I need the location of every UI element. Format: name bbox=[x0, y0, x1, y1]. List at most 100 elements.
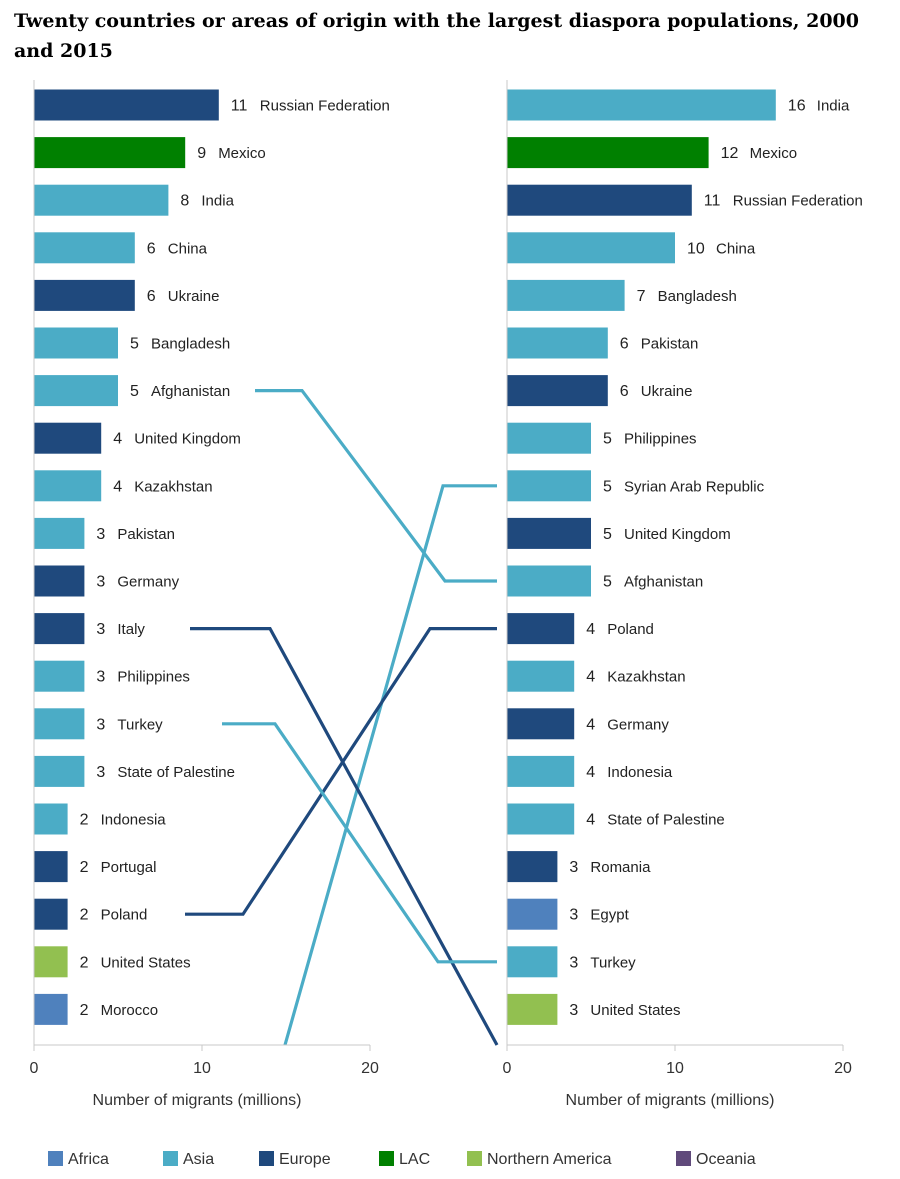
bar-2015-turkey bbox=[507, 946, 558, 978]
value-label-2000-china: 6 bbox=[147, 240, 156, 257]
bar-2015-united-states bbox=[507, 993, 558, 1025]
value-label-2015-india: 16 bbox=[788, 98, 806, 115]
bar-2015-russian-federation bbox=[507, 184, 692, 216]
value-label-2000-bangladesh: 5 bbox=[130, 336, 139, 353]
x-tick-label: 20 bbox=[361, 1060, 379, 1077]
country-label-2015-united-states: United States bbox=[590, 1002, 680, 1019]
value-label-2000-india: 8 bbox=[180, 193, 189, 210]
country-label-2015-poland: Poland bbox=[607, 621, 654, 638]
legend-label-lac: LAC bbox=[399, 1151, 430, 1168]
country-label-2015-turkey: Turkey bbox=[590, 954, 636, 971]
bar-2000-kazakhstan bbox=[34, 470, 102, 502]
value-label-2015-germany: 4 bbox=[586, 716, 595, 733]
bar-2000-philippines bbox=[34, 660, 85, 692]
country-label-2000-india: India bbox=[201, 193, 234, 210]
rank-line-poland bbox=[185, 627, 497, 916]
country-label-2015-united-kingdom: United Kingdom bbox=[624, 526, 731, 543]
value-label-2000-pakistan: 3 bbox=[96, 526, 105, 543]
bar-2000-ukraine bbox=[34, 279, 135, 311]
value-label-2015-kazakhstan: 4 bbox=[586, 669, 595, 686]
country-label-2015-afghanistan: Afghanistan bbox=[624, 574, 703, 591]
country-label-2015-germany: Germany bbox=[607, 716, 669, 733]
value-label-2015-united-kingdom: 5 bbox=[603, 526, 612, 543]
legend-label-asia: Asia bbox=[183, 1151, 214, 1168]
country-label-2015-romania: Romania bbox=[590, 859, 651, 876]
value-label-2000-ukraine: 6 bbox=[147, 288, 156, 305]
country-label-2000-portugal: Portugal bbox=[101, 859, 157, 876]
rank-line-syrian-arab-republic bbox=[283, 484, 497, 1046]
bar-2000-india bbox=[34, 184, 169, 216]
value-label-2015-mexico: 12 bbox=[721, 145, 739, 162]
country-label-2015-indonesia: Indonesia bbox=[607, 764, 673, 781]
bar-2000-russian-federation bbox=[34, 89, 219, 121]
legend-label-oceania: Oceania bbox=[696, 1151, 756, 1168]
legend-swatch-northern-america bbox=[467, 1151, 482, 1166]
country-label-2015-india: India bbox=[817, 98, 850, 115]
bar-2015-indonesia bbox=[507, 755, 575, 787]
value-label-2000-poland: 2 bbox=[80, 907, 89, 924]
legend-swatch-asia bbox=[163, 1151, 178, 1166]
country-label-2000-mexico: Mexico bbox=[218, 145, 266, 162]
x-tick-label: 10 bbox=[193, 1060, 211, 1077]
legend-swatch-lac bbox=[379, 1151, 394, 1166]
legend: Africa Asia Europe LAC Northern America Ocean… bbox=[48, 1151, 756, 1168]
value-label-2015-pakistan: 6 bbox=[620, 336, 629, 353]
country-label-2000-germany: Germany bbox=[117, 574, 179, 591]
country-label-2000-state-of-palestine: State of Palestine bbox=[117, 764, 235, 781]
country-label-2015-mexico: Mexico bbox=[750, 145, 798, 162]
bar-2000-mexico bbox=[34, 137, 186, 169]
value-label-2000-italy: 3 bbox=[96, 621, 105, 638]
bar-2000-germany bbox=[34, 565, 85, 597]
bar-2015-germany bbox=[507, 708, 575, 740]
panel-2000: 11 Russian Federation 9 Mexico 8 India 6 China 6… bbox=[30, 80, 390, 1109]
bar-2015-poland bbox=[507, 613, 575, 645]
bar-2015-egypt bbox=[507, 898, 558, 930]
bar-2000-united-kingdom bbox=[34, 422, 102, 454]
x-tick-label: 0 bbox=[30, 1060, 39, 1077]
country-label-2015-bangladesh: Bangladesh bbox=[658, 288, 737, 305]
value-label-2015-philippines: 5 bbox=[603, 431, 612, 448]
bar-2000-afghanistan bbox=[34, 375, 118, 407]
value-label-2015-china: 10 bbox=[687, 240, 705, 257]
bar-2000-pakistan bbox=[34, 517, 85, 549]
value-label-2000-state-of-palestine: 3 bbox=[96, 764, 105, 781]
bar-2015-afghanistan bbox=[507, 565, 591, 597]
country-label-2000-italy: Italy bbox=[117, 621, 145, 638]
panel-2015: 16 India 12 Mexico 11 Russian Federation 10 Chi… bbox=[503, 80, 863, 1109]
value-label-2015-united-states: 3 bbox=[569, 1002, 578, 1019]
value-label-2015-syrian-arab-republic: 5 bbox=[603, 478, 612, 495]
bar-2000-morocco bbox=[34, 993, 68, 1025]
legend-swatch-oceania bbox=[676, 1151, 691, 1166]
value-label-2000-indonesia: 2 bbox=[80, 812, 89, 829]
bar-2015-ukraine bbox=[507, 375, 608, 407]
x-axis-label: Number of migrants (millions) bbox=[566, 1092, 775, 1109]
bar-2000-poland bbox=[34, 898, 68, 930]
bar-2000-italy bbox=[34, 613, 85, 645]
bar-2015-united-kingdom bbox=[507, 517, 591, 549]
bar-2015-pakistan bbox=[507, 327, 608, 359]
rank-line-afghanistan bbox=[255, 389, 497, 583]
rank-change-lines bbox=[185, 389, 499, 1046]
x-tick-label: 0 bbox=[503, 1060, 512, 1077]
country-label-2015-philippines: Philippines bbox=[624, 431, 697, 448]
value-label-2000-philippines: 3 bbox=[96, 669, 105, 686]
bar-2000-turkey bbox=[34, 708, 85, 740]
value-label-2000-turkey: 3 bbox=[96, 716, 105, 733]
value-label-2000-afghanistan: 5 bbox=[130, 383, 139, 400]
value-label-2015-state-of-palestine: 4 bbox=[586, 812, 595, 829]
x-tick-label: 10 bbox=[666, 1060, 684, 1077]
country-label-2000-afghanistan: Afghanistan bbox=[151, 383, 230, 400]
value-label-2000-russian-federation: 11 bbox=[231, 98, 248, 115]
bar-2015-mexico bbox=[507, 137, 709, 169]
value-label-2015-egypt: 3 bbox=[569, 907, 578, 924]
country-label-2000-ukraine: Ukraine bbox=[168, 288, 220, 305]
country-label-2015-state-of-palestine: State of Palestine bbox=[607, 812, 725, 829]
country-label-2000-poland: Poland bbox=[101, 907, 148, 924]
value-label-2000-portugal: 2 bbox=[80, 859, 89, 876]
legend-swatch-africa bbox=[48, 1151, 63, 1166]
bar-2000-united-states bbox=[34, 946, 68, 978]
value-label-2015-poland: 4 bbox=[586, 621, 595, 638]
bar-2015-india bbox=[507, 89, 776, 121]
rank-line-italy bbox=[190, 627, 499, 1046]
country-label-2000-indonesia: Indonesia bbox=[101, 812, 167, 829]
